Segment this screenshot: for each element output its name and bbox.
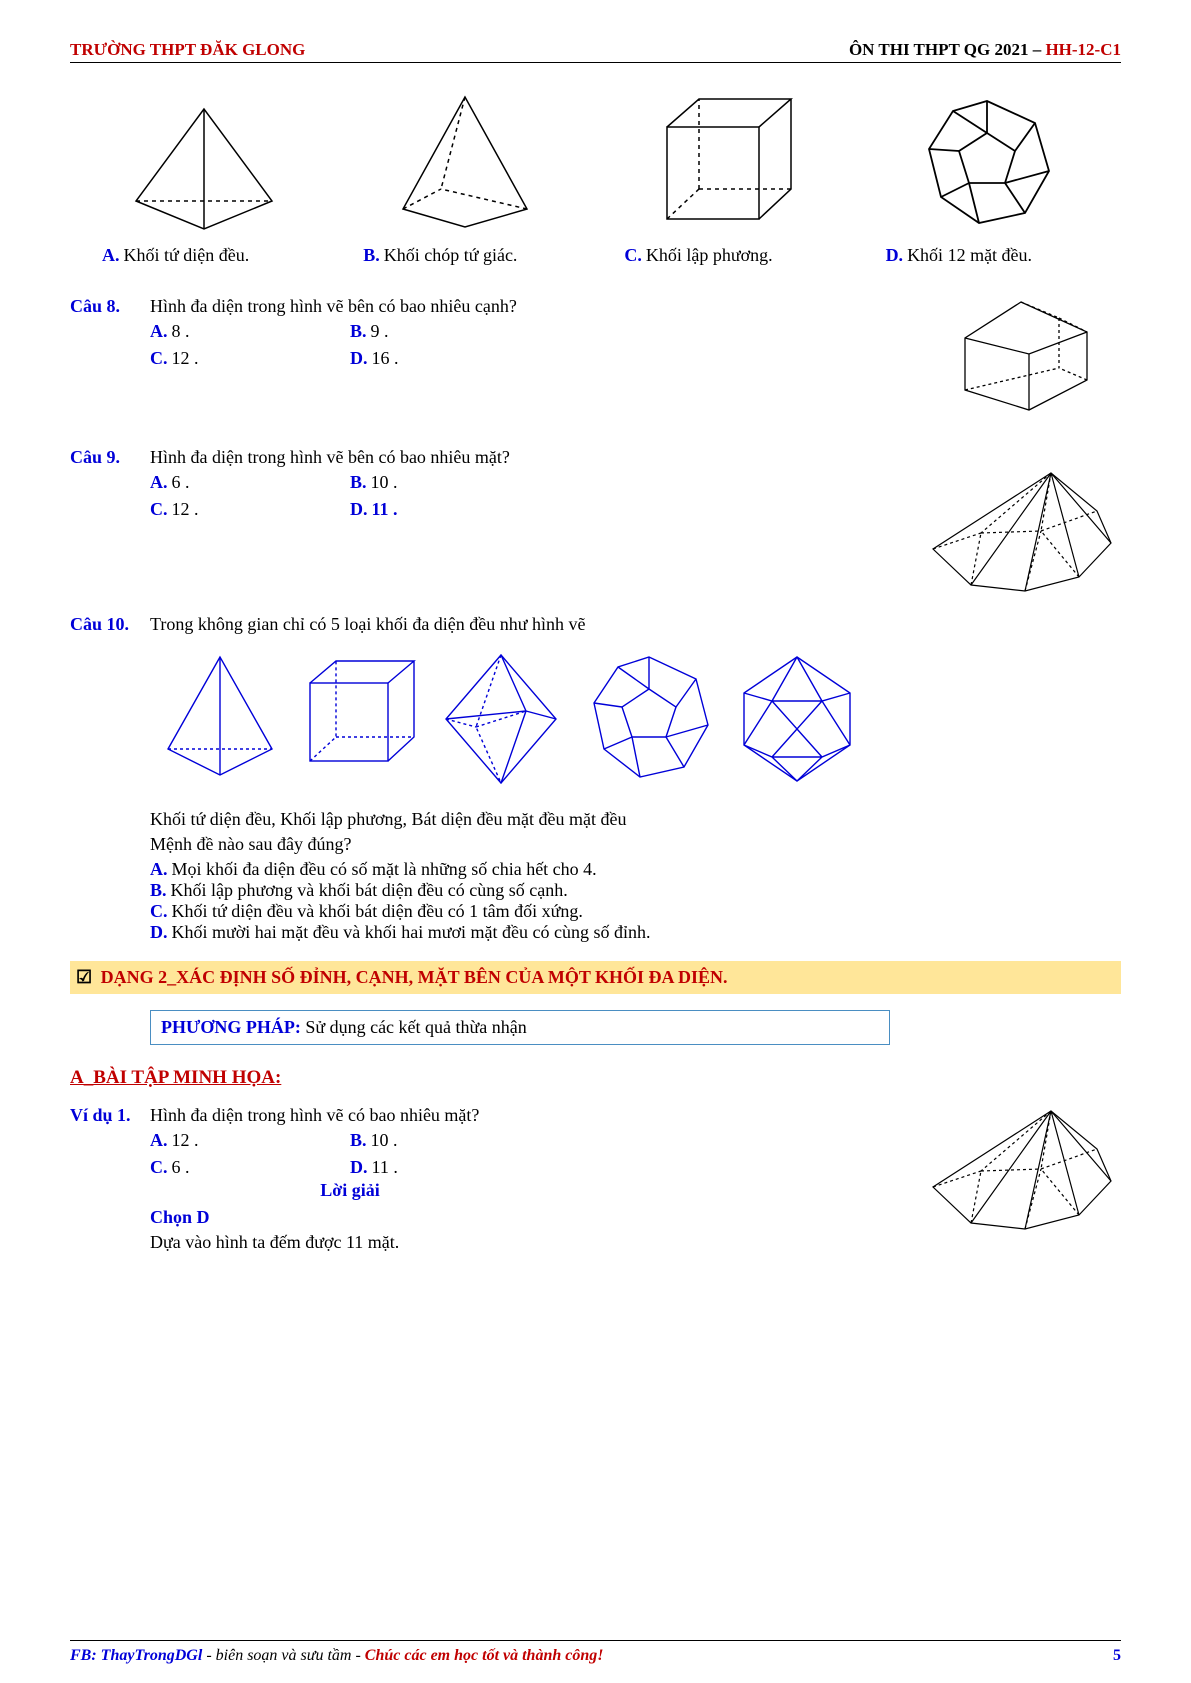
q9-A-text: 6 . <box>172 472 190 492</box>
vd1-B-label: B. <box>350 1130 367 1150</box>
q9-number: Câu 9. <box>70 447 150 602</box>
q9-C-label: C. <box>150 499 168 519</box>
complex-polyhedron-icon <box>921 467 1121 597</box>
q7-row: A.Khối tứ diện đều. B.Khối chóp tứ giác. <box>70 91 1121 266</box>
vd1-text: Hình đa diện trong hình vẽ có bao nhiêu … <box>150 1105 921 1126</box>
cube-icon <box>651 91 801 231</box>
q7-opt-B: B.Khối chóp tứ giác. <box>341 91 588 266</box>
q9-text: Hình đa diện trong hình vẽ bên có bao nh… <box>150 447 921 468</box>
q8-A-label: A. <box>150 321 168 341</box>
label-C: C. <box>624 245 642 265</box>
q10-D-label: D. <box>150 922 168 942</box>
q10-A-text: Mọi khối đa diện đều có số mặt là những … <box>172 859 597 879</box>
text-A: Khối tứ diện đều. <box>124 245 250 265</box>
header-school: TRƯỜNG THPT ĐĂK GLONG <box>70 40 305 60</box>
cube-blue-icon <box>298 649 418 779</box>
text-D: Khối 12 mặt đều. <box>907 245 1032 265</box>
page-number: 5 <box>1113 1647 1121 1665</box>
vd1-B-text: 10 . <box>371 1130 398 1150</box>
square-pyramid-icon <box>385 91 545 231</box>
q8-B-text: 9 . <box>371 321 389 341</box>
footer-wish: Chúc các em học tốt và thành công! <box>365 1647 604 1664</box>
q8-text: Hình đa diện trong hình vẽ bên có bao nh… <box>150 296 921 317</box>
dodecahedron-icon <box>917 91 1057 231</box>
q10-D-text: Khối mười hai mặt đều và khối hai mươi m… <box>172 922 651 942</box>
q7-opt-C: C.Khối lập phương. <box>602 91 849 266</box>
vd1-explanation: Dựa vào hình ta đếm được 11 mặt. <box>150 1232 921 1253</box>
vd1-number: Ví dụ 1. <box>70 1105 150 1253</box>
vd1-figure <box>921 1105 1121 1253</box>
icosa-blue-icon <box>732 649 862 789</box>
vd1-C-text: 6 . <box>172 1157 190 1177</box>
solution-heading: Lời giải <box>150 1180 550 1201</box>
section-2-bar: ☑ DẠNG 2_XÁC ĐỊNH SỐ ĐỈNH, CẠNH, MẶT BÊN… <box>70 961 1121 994</box>
pentagonal-prism-icon <box>941 296 1101 416</box>
section-2-title: DẠNG 2_XÁC ĐỊNH SỐ ĐỈNH, CẠNH, MẶT BÊN C… <box>101 967 728 987</box>
q10-text: Trong không gian chỉ có 5 loại khối đa d… <box>150 614 1121 635</box>
label-B: B. <box>363 245 380 265</box>
label-A: A. <box>102 245 120 265</box>
q10-B-text: Khối lập phương và khối bát diện đều có … <box>171 880 568 900</box>
q10-prompt: Mệnh đề nào sau đây đúng? <box>150 834 1121 855</box>
tetra-blue-icon <box>160 649 280 779</box>
q9-B-label: B. <box>350 472 367 492</box>
vd1-A-label: A. <box>150 1130 168 1150</box>
check-icon: ☑ <box>76 967 92 987</box>
question-9: Câu 9. Hình đa diện trong hình vẽ bên có… <box>70 447 1121 602</box>
q8-C-text: 12 . <box>172 348 199 368</box>
dodeca-blue-icon <box>584 649 714 789</box>
q8-number: Câu 8. <box>70 296 150 421</box>
platonic-solids-row <box>160 649 1121 789</box>
vd1-A-text: 12 . <box>172 1130 199 1150</box>
q7-opt-D: D.Khối 12 mặt đều. <box>864 91 1111 266</box>
question-10: Câu 10. Trong không gian chỉ có 5 loại k… <box>70 614 1121 943</box>
q8-C-label: C. <box>150 348 168 368</box>
vd1-C-label: C. <box>150 1157 168 1177</box>
text-B: Khối chóp tứ giác. <box>384 245 518 265</box>
method-text: Sử dụng các kết quả thừa nhận <box>301 1017 527 1037</box>
vd1-answer: Chọn D <box>150 1207 921 1228</box>
vd1-D-text: 11 . <box>372 1157 398 1177</box>
q8-D-label: D. <box>350 348 368 368</box>
q10-B-label: B. <box>150 880 167 900</box>
q7-opt-A: A.Khối tứ diện đều. <box>80 101 327 266</box>
q10-C-text: Khối tứ diện đều và khối bát diện đều có… <box>172 901 583 921</box>
complex-polyhedron-icon-2 <box>921 1105 1121 1235</box>
octahedron-blue-icon <box>436 649 566 789</box>
page-header: TRƯỜNG THPT ĐĂK GLONG ÔN THI THPT QG 202… <box>70 40 1121 63</box>
q8-D-text: 16 . <box>372 348 399 368</box>
header-right: ÔN THI THPT QG 2021 – HH-12-C1 <box>849 40 1121 60</box>
q10-number: Câu 10. <box>70 614 150 943</box>
tetrahedron-icon <box>124 101 284 231</box>
footer-rule <box>70 1640 1121 1641</box>
q9-A-label: A. <box>150 472 168 492</box>
q9-D-text: 11 . <box>372 499 398 519</box>
section-A-heading: A_BÀI TẬP MINH HỌA: <box>70 1067 1121 1089</box>
method-label: PHƯƠNG PHÁP: <box>161 1017 301 1037</box>
q9-figure <box>921 467 1121 602</box>
q8-figure <box>921 296 1121 421</box>
label-D: D. <box>886 245 904 265</box>
text-C: Khối lập phương. <box>646 245 773 265</box>
example-1: Ví dụ 1. Hình đa diện trong hình vẽ có b… <box>70 1105 1121 1253</box>
q10-A-label: A. <box>150 859 168 879</box>
q8-A-text: 8 . <box>172 321 190 341</box>
q10-caption: Khối tứ diện đều, Khối lập phương, Bát d… <box>150 809 1121 830</box>
q9-C-text: 12 . <box>172 499 199 519</box>
header-exam: ÔN THI THPT QG 2021 – <box>849 40 1046 59</box>
question-8: Câu 8. Hình đa diện trong hình vẽ bên có… <box>70 296 1121 421</box>
q9-B-text: 10 . <box>371 472 398 492</box>
header-code: HH-12-C1 <box>1045 40 1121 59</box>
q9-D-label: D. <box>350 499 368 519</box>
vd1-D-label: D. <box>350 1157 368 1177</box>
footer-mid: - biên soạn và sưu tầm - <box>202 1647 364 1664</box>
q10-C-label: C. <box>150 901 168 921</box>
footer-fb: FB: ThayTrongDGl <box>70 1647 202 1664</box>
q8-B-label: B. <box>350 321 367 341</box>
page-footer: FB: ThayTrongDGl - biên soạn và sưu tầm … <box>70 1647 1121 1665</box>
method-box: PHƯƠNG PHÁP: Sử dụng các kết quả thừa nh… <box>150 1010 890 1045</box>
